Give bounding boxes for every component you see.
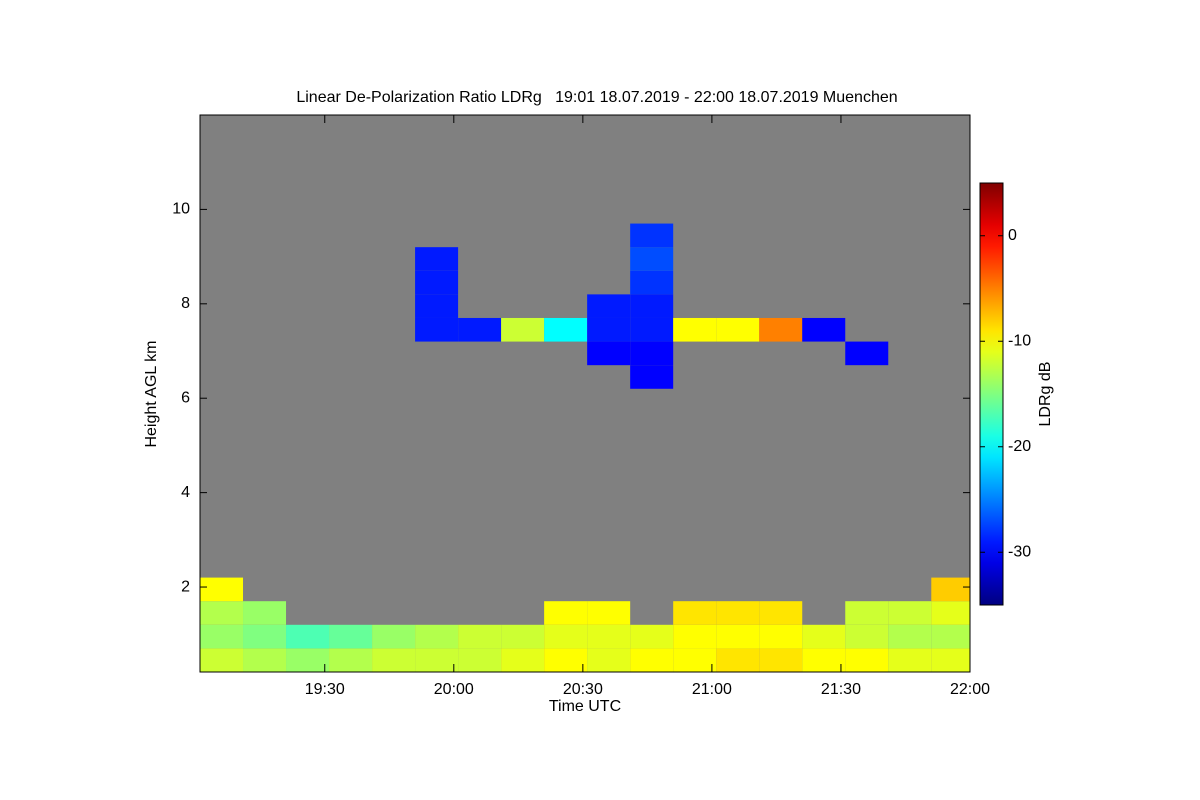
heatmap-cell — [716, 317, 760, 342]
heatmap-cell — [845, 341, 889, 366]
y-tick-label: 8 — [181, 295, 190, 312]
x-tick-label: 22:00 — [950, 681, 990, 698]
x-axis-label: Time UTC — [549, 698, 621, 715]
heatmap-cell — [544, 648, 588, 672]
y-axis-label: Height AGL km — [143, 340, 160, 447]
heatmap-cell — [200, 601, 244, 625]
heatmap-cell — [544, 601, 588, 625]
x-tick-label: 21:00 — [692, 681, 732, 698]
heatmap-cell — [716, 601, 760, 625]
heatmap-cell — [415, 317, 459, 342]
y-tick-label: 4 — [181, 484, 190, 501]
heatmap-cell — [802, 624, 846, 649]
heatmap-cell — [587, 341, 631, 366]
x-tick-label: 21:30 — [821, 681, 861, 698]
x-tick-label: 20:00 — [434, 681, 474, 698]
heatmap-cell — [888, 601, 932, 625]
heatmap-cell — [286, 624, 330, 649]
heatmap-cell — [845, 648, 889, 672]
heatmap-cell — [716, 624, 760, 649]
x-tick-label: 20:30 — [563, 681, 603, 698]
heatmap-cell — [802, 317, 846, 342]
heatmap-cell — [544, 624, 588, 649]
y-tick-label: 10 — [172, 201, 190, 218]
heatmap-cell — [544, 317, 588, 342]
heatmap-cell — [931, 577, 970, 602]
heatmap-cell — [587, 648, 631, 672]
heatmap-cell — [329, 624, 373, 649]
heatmap-cell — [845, 601, 889, 625]
heatmap-cell — [372, 624, 416, 649]
heatmap-cell — [716, 648, 760, 672]
plot-frame — [199, 114, 971, 673]
colorbar-tick-label: -10 — [1008, 332, 1031, 349]
heatmap-cell — [458, 624, 502, 649]
colorbar-tick-label: -30 — [1008, 543, 1031, 560]
heatmap-cell — [759, 624, 803, 649]
heatmap-cell — [587, 294, 631, 318]
heatmap-cell — [673, 624, 717, 649]
heatmap-cell — [587, 601, 631, 625]
heatmap-cell — [759, 648, 803, 672]
heatmap-cell — [415, 270, 459, 295]
heatmap-cell — [200, 624, 244, 649]
heatmap-cell — [243, 648, 287, 672]
colorbar-tick-label: -20 — [1008, 438, 1031, 455]
heatmap-cell — [286, 648, 330, 672]
heatmap-cell — [372, 648, 416, 672]
heatmap-cell — [759, 317, 803, 342]
heatmap-cell — [587, 624, 631, 649]
heatmap-cell — [931, 624, 970, 649]
chart-title: Linear De-Polarization Ratio LDRg 19:01 … — [296, 89, 897, 106]
heatmap-cell — [888, 624, 932, 649]
heatmap-cell — [673, 648, 717, 672]
heatmap-cell — [587, 317, 631, 342]
heatmap-cell — [630, 270, 674, 295]
heatmap-cell — [415, 648, 459, 672]
heatmap-cell — [630, 365, 674, 389]
heatmap-cell — [673, 601, 717, 625]
heatmap-cell — [630, 648, 674, 672]
heatmap-cell — [200, 648, 244, 672]
heatmap-cell — [415, 624, 459, 649]
heatmap-cell — [931, 648, 970, 672]
heatmap-cell — [931, 601, 970, 625]
heatmap-cell — [415, 247, 459, 271]
colorbar-label: LDRg dB — [1037, 362, 1054, 427]
y-tick-label: 2 — [181, 578, 190, 595]
heatmap-cell — [630, 317, 674, 342]
x-tick-label: 19:30 — [305, 681, 345, 698]
heatmap-cell — [630, 341, 674, 366]
heatmap-cell — [458, 317, 502, 342]
heatmap-cell — [200, 577, 244, 602]
plot-background — [200, 115, 970, 672]
heatmap-cell — [501, 648, 545, 672]
heatmap-cell — [888, 648, 932, 672]
heatmap-cell — [845, 624, 889, 649]
y-tick-label: 6 — [181, 389, 190, 406]
heatmap-cell — [243, 624, 287, 649]
heatmap-cell — [802, 648, 846, 672]
heatmap-cell — [329, 648, 373, 672]
heatmap-cell — [415, 294, 459, 318]
heatmap-cell — [458, 648, 502, 672]
heatmap-cell — [630, 223, 674, 248]
heatmap-cell — [243, 601, 287, 625]
heatmap-cell — [501, 317, 545, 342]
heatmap-cell — [501, 624, 545, 649]
colorbar — [979, 182, 1004, 606]
heatmap-cell — [630, 294, 674, 318]
heatmap-cell — [673, 317, 717, 342]
heatmap-cell — [759, 601, 803, 625]
heatmap-cell — [630, 247, 674, 271]
heatmap-cell — [630, 624, 674, 649]
colorbar-tick-label: 0 — [1008, 227, 1017, 244]
